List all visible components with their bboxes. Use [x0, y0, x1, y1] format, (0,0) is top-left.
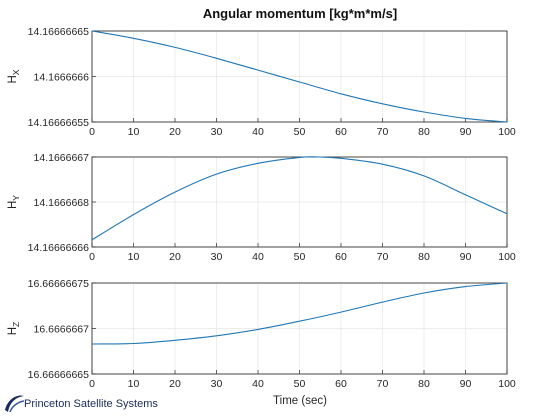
y-tick-label: 14.1666668	[34, 197, 90, 209]
x-tick-label: 0	[89, 251, 95, 263]
series-line	[91, 30, 508, 123]
logo-text: Princeton Satellite Systems	[24, 398, 158, 410]
x-tick-label: 0	[89, 378, 95, 390]
princeton-satellite-systems-logo: Princeton Satellite Systems	[4, 392, 158, 418]
x-tick-label: 20	[169, 378, 181, 390]
x-tick-label: 80	[418, 378, 430, 390]
x-tick-label: 20	[169, 126, 181, 138]
chart-title: Angular momentum [kg*m*m/s]	[203, 6, 397, 21]
x-tick-label: 70	[377, 126, 389, 138]
x-tick-label: 80	[418, 126, 430, 138]
x-tick-label: 50	[294, 251, 306, 263]
y-tick-label: 14.1666666	[34, 72, 90, 84]
x-tick-label: 50	[294, 378, 306, 390]
series-line	[91, 156, 508, 241]
x-tick-label: 40	[252, 251, 264, 263]
y-tick-label: 16.6666667	[34, 324, 90, 336]
x-tick-label: 0	[89, 126, 95, 138]
x-tick-label: 100	[498, 378, 516, 390]
x-tick-label: 40	[252, 126, 264, 138]
x-tick-label: 30	[211, 378, 223, 390]
y-axis-label: HZ	[7, 322, 21, 336]
x-tick-label: 100	[498, 251, 516, 263]
y-axis-label: HY	[7, 195, 21, 209]
x-tick-label: 100	[498, 126, 516, 138]
x-tick-label: 10	[128, 378, 140, 390]
x-tick-label: 60	[335, 126, 347, 138]
x-tick-label: 10	[128, 251, 140, 263]
x-tick-label: 90	[460, 126, 472, 138]
plot-border	[91, 30, 508, 123]
x-tick-label: 80	[418, 251, 430, 263]
x-tick-label: 40	[252, 378, 264, 390]
y-tick-label: 14.16666655	[28, 117, 89, 129]
subplot-2: 0 10 20 30 40 50 60 70 80 90 100 14.1666667 14.16666…	[7, 152, 516, 263]
x-tick-label: 10	[128, 126, 140, 138]
swoosh-icon	[5, 395, 25, 413]
x-tick-label: 90	[460, 251, 472, 263]
plot-border	[91, 282, 508, 375]
subplot-3: 0 10 20 30 40 50 60 70 80 90 100 16.66666675 16.6666…	[7, 278, 516, 390]
x-tick-label: 90	[460, 378, 472, 390]
y-tick-label: 14.1666667	[34, 152, 90, 164]
x-tick-label: 60	[335, 378, 347, 390]
subplot-1: 0 10 20 30 40 50 60 70 80 90 100 14.16666665 14.1666…	[7, 26, 516, 138]
y-tick-label: 16.66666665	[28, 369, 89, 381]
x-tick-label: 70	[377, 251, 389, 263]
y-axis-label: HX	[7, 69, 21, 83]
x-tick-label: 50	[294, 126, 306, 138]
y-tick-label: 14.16666665	[28, 26, 89, 38]
series-line	[91, 282, 508, 345]
x-axis-label: Time (sec)	[273, 395, 327, 407]
x-tick-label: 30	[211, 251, 223, 263]
y-tick-label: 14.16666666	[28, 242, 89, 254]
x-tick-label: 20	[169, 251, 181, 263]
x-tick-label: 60	[335, 251, 347, 263]
x-tick-label: 70	[377, 378, 389, 390]
y-tick-label: 16.66666675	[28, 278, 89, 290]
x-tick-label: 30	[211, 126, 223, 138]
